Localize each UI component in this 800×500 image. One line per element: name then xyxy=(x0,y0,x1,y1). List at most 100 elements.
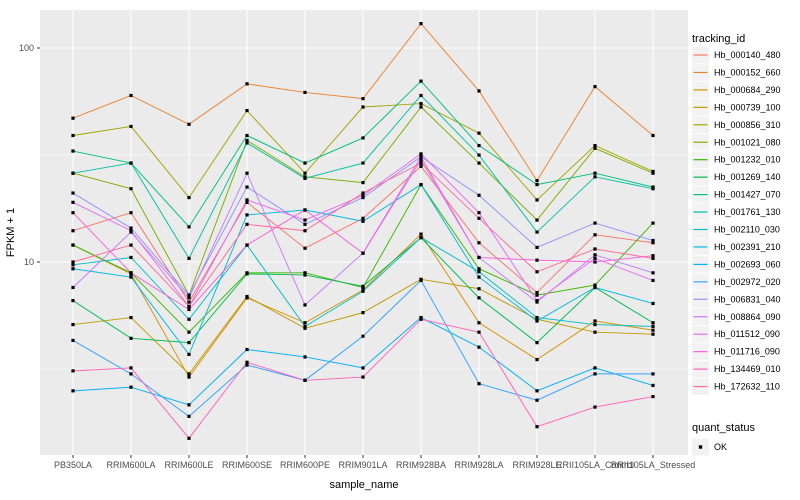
data-point xyxy=(245,363,249,367)
x-tick-label: RRIM901LA xyxy=(338,460,387,470)
data-point xyxy=(71,229,75,233)
data-point xyxy=(593,405,597,409)
data-point xyxy=(303,378,307,382)
data-point xyxy=(361,216,365,220)
y-tick-label: 10 xyxy=(24,257,34,267)
data-point xyxy=(419,278,423,283)
legend-label: Hb_001232_010 xyxy=(714,155,781,165)
data-point xyxy=(129,187,133,191)
data-point xyxy=(129,385,133,389)
data-point xyxy=(535,270,539,274)
data-point xyxy=(361,195,365,200)
data-point xyxy=(303,273,307,277)
legend-item-Hb_011512_090: Hb_011512_090 xyxy=(692,325,780,343)
data-point xyxy=(593,247,597,251)
data-point xyxy=(187,403,191,407)
data-point xyxy=(129,124,133,129)
legend-item-Hb_001232_010: Hb_001232_010 xyxy=(692,151,781,168)
data-point xyxy=(535,230,539,234)
data-point xyxy=(361,219,365,223)
data-point xyxy=(245,200,249,204)
data-point xyxy=(129,255,133,260)
data-point xyxy=(535,179,539,183)
legend-item-quant-OK: OK xyxy=(692,438,727,456)
data-point xyxy=(245,108,249,113)
legend-label: Hb_000856_310 xyxy=(714,120,781,130)
data-point xyxy=(71,263,75,267)
data-point xyxy=(245,272,249,276)
data-point xyxy=(593,233,597,237)
data-point xyxy=(71,171,75,175)
legend-item-Hb_008864_090: Hb_008864_090 xyxy=(692,308,781,326)
legend-item-Hb_134469_010: Hb_134469_010 xyxy=(692,360,781,378)
data-point xyxy=(593,366,597,370)
legend-item-Hb_006831_040: Hb_006831_040 xyxy=(692,291,781,308)
data-point xyxy=(71,369,75,373)
data-point xyxy=(477,255,481,260)
legend-item-Hb_002391_210: Hb_002391_210 xyxy=(692,238,781,256)
data-point xyxy=(651,332,655,336)
data-point xyxy=(303,229,307,233)
data-point xyxy=(303,176,307,180)
data-point xyxy=(651,254,655,258)
data-point xyxy=(593,171,597,175)
legend-label: Hb_172632_110 xyxy=(714,382,780,392)
data-point xyxy=(187,341,191,345)
data-point xyxy=(535,425,539,429)
legend-label: Hb_008864_090 xyxy=(714,312,781,322)
data-point xyxy=(187,256,191,260)
data-point xyxy=(477,287,481,291)
data-point xyxy=(361,191,365,195)
x-tick-label: RRIM600PE xyxy=(280,460,330,470)
legend-item-Hb_011716_090: Hb_011716_090 xyxy=(692,343,780,360)
data-point xyxy=(535,317,539,321)
data-point xyxy=(71,389,75,393)
legend-item-Hb_000152_660: Hb_000152_660 xyxy=(692,64,781,81)
data-point xyxy=(129,372,133,376)
data-point xyxy=(303,208,307,212)
data-point xyxy=(535,341,539,345)
data-point xyxy=(593,256,597,260)
data-point xyxy=(187,330,191,334)
legend-label: Hb_011512_090 xyxy=(714,329,780,339)
data-point xyxy=(535,218,539,222)
legend-item-Hb_001269_140: Hb_001269_140 xyxy=(692,168,781,186)
data-point xyxy=(419,22,423,26)
plot-panel xyxy=(40,10,688,455)
data-point xyxy=(477,270,481,274)
legend-label: Hb_000152_660 xyxy=(714,67,781,77)
data-point xyxy=(535,398,539,402)
data-point xyxy=(477,330,481,334)
data-point xyxy=(129,336,133,340)
data-point xyxy=(71,338,75,343)
data-point xyxy=(477,131,481,135)
data-point xyxy=(71,191,75,195)
data-point xyxy=(129,275,133,279)
data-point xyxy=(477,89,481,93)
axis-ticks xyxy=(37,47,654,458)
data-point xyxy=(361,334,365,338)
data-point xyxy=(71,149,75,153)
data-point xyxy=(651,241,655,245)
data-point xyxy=(129,93,133,98)
data-point xyxy=(129,243,133,247)
data-point xyxy=(477,296,481,300)
x-tick-label: RRIM600LA xyxy=(106,460,155,470)
data-point xyxy=(245,222,249,226)
data-point xyxy=(245,347,249,352)
data-point xyxy=(245,138,249,143)
data-point xyxy=(361,97,365,101)
x-tick-label: RRIM928LE xyxy=(512,460,561,470)
data-point xyxy=(245,141,249,145)
legend-item-Hb_001021_080: Hb_001021_080 xyxy=(692,133,781,151)
data-point xyxy=(187,352,191,357)
data-point xyxy=(187,296,191,300)
data-point xyxy=(361,180,365,185)
data-point xyxy=(477,153,481,157)
data-point xyxy=(651,278,655,283)
data-point xyxy=(535,290,539,295)
data-point xyxy=(129,229,133,233)
legend-item-Hb_000684_290: Hb_000684_290 xyxy=(692,81,781,99)
data-point xyxy=(71,116,75,120)
